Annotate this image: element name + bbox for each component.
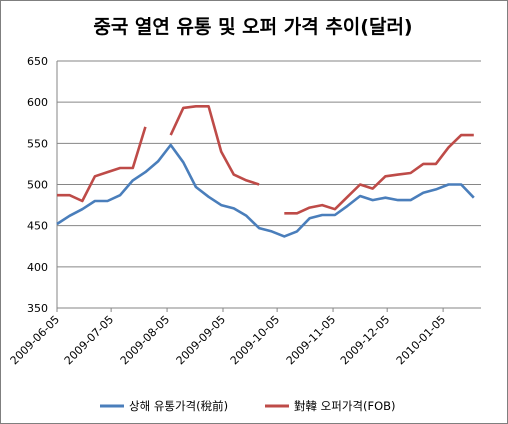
series-lines: [56, 105, 475, 238]
y-axis-ticks: 350 400 450 500 550 600 650: [27, 55, 48, 315]
chart-title: 중국 열연 유통 및 오퍼 가격 추이(달러): [93, 16, 413, 38]
y-tick-label: 350: [27, 302, 48, 315]
x-tick-label: 2009-12-05: [338, 313, 392, 367]
series-line-2: [284, 133, 474, 215]
y-tick-label: 400: [27, 261, 48, 274]
x-tick-label: 2009-11-05: [284, 313, 338, 367]
legend-label-1: 상해 유통가격(稅前): [129, 399, 228, 413]
x-axis-ticks: 2009-06-05 2009-07-05 2009-08-05 2009-09-05…: [8, 313, 449, 367]
series-line-1: [56, 143, 475, 238]
x-tick-label: 2009-10-05: [228, 313, 282, 367]
axes: [56, 61, 481, 312]
series-line-2: [57, 126, 147, 203]
gridlines: [57, 60, 481, 268]
y-tick-label: 600: [27, 96, 48, 109]
x-tick-label: 2009-08-05: [118, 313, 172, 367]
y-tick-label: 450: [27, 220, 48, 233]
y-tick-label: 550: [27, 137, 48, 150]
x-tick-label: 2009-07-05: [62, 313, 116, 367]
x-tick-label: 2009-06-05: [8, 313, 62, 367]
y-tick-label: 500: [27, 179, 48, 192]
y-tick-label: 650: [27, 55, 48, 68]
legend: 상해 유통가격(稅前) 對韓 오퍼가격(FOB): [100, 399, 396, 413]
series-line-2: [169, 105, 260, 186]
x-tick-label: 2010-01-05: [394, 313, 448, 367]
x-tick-label: 2009-09-05: [174, 313, 228, 367]
legend-label-2: 對韓 오퍼가격(FOB): [294, 399, 396, 413]
